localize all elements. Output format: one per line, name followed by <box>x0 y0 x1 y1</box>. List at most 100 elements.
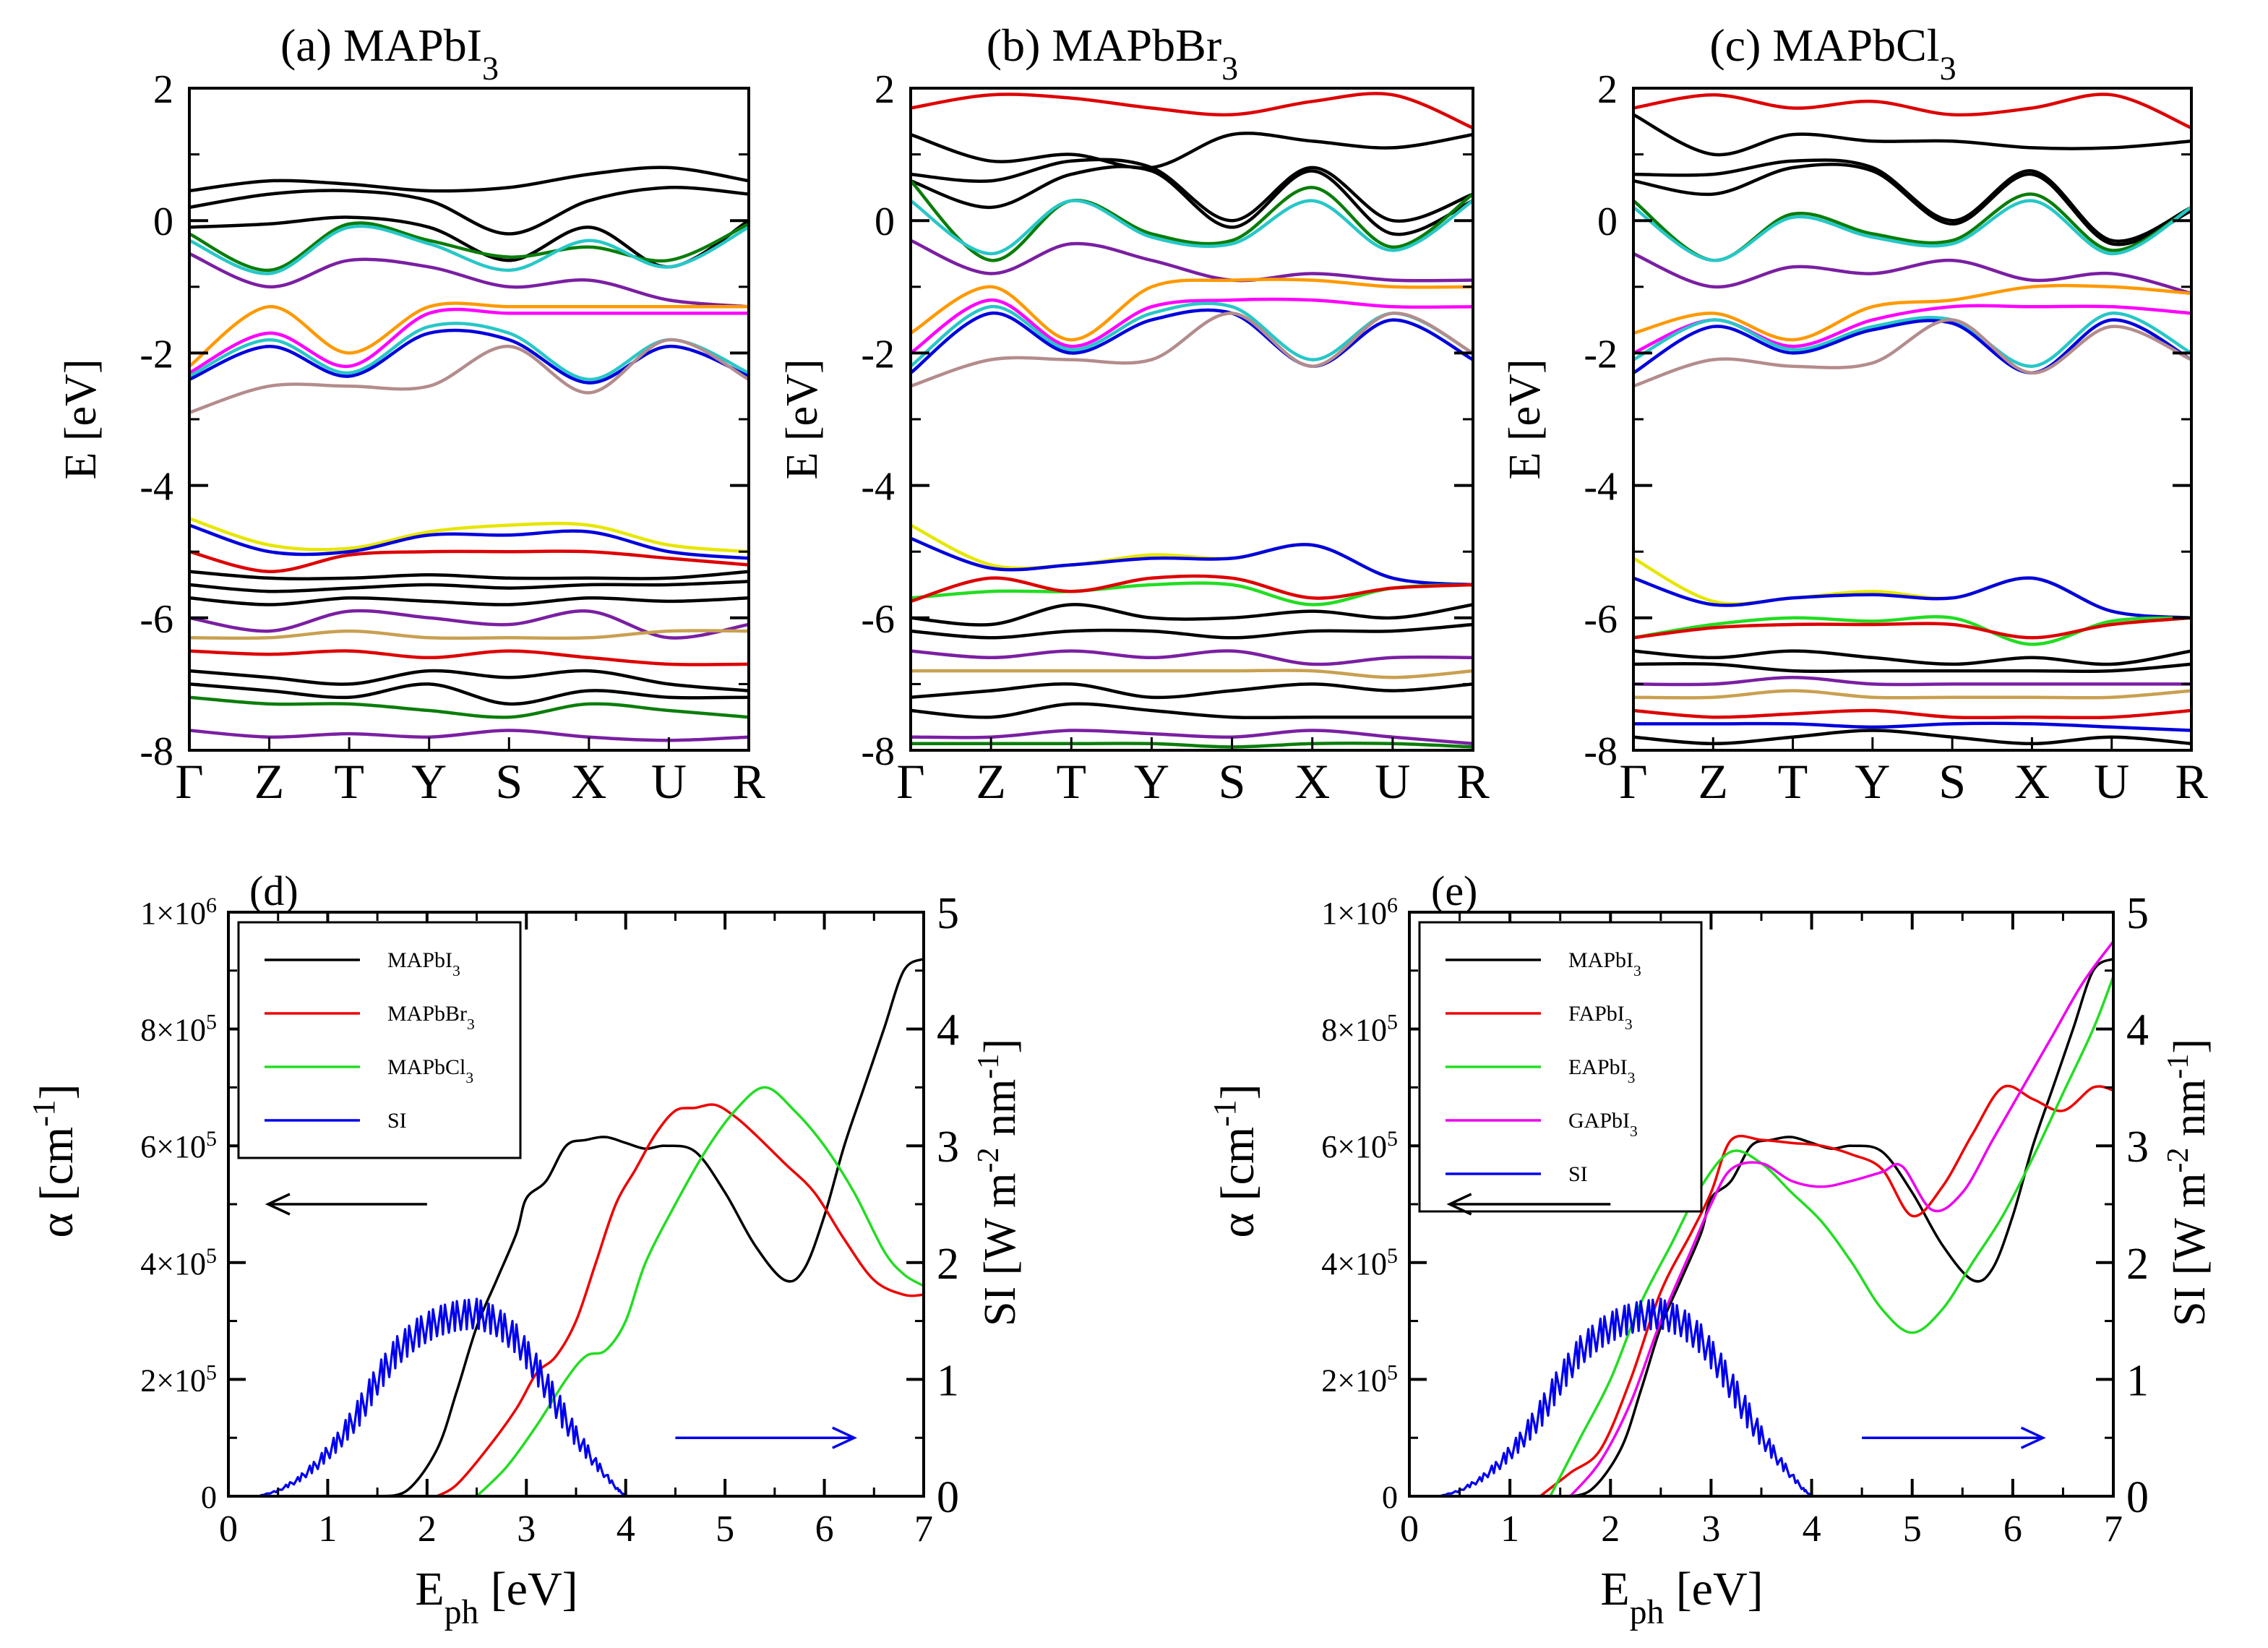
band-line-red-v2 <box>189 549 749 573</box>
legend-label-part: MAPbCl <box>387 1055 465 1079</box>
abs-ylabel-part: -1 <box>1206 1099 1242 1126</box>
band-line-green-c <box>189 221 749 272</box>
legend-label: EAPbI3 <box>1568 1055 1635 1086</box>
band-lines <box>1633 93 2191 746</box>
band-ytick-label: -2 <box>1584 332 1618 377</box>
band-ytick-label: 0 <box>1597 199 1618 244</box>
abs-ytick-label: 4×105 <box>140 1243 217 1282</box>
legend-label: MAPbI3 <box>387 948 460 979</box>
abs-xlabel-part: ph <box>444 1594 479 1631</box>
abs-y2label-part: ] <box>2165 1039 2215 1054</box>
abs-y2tick-label: 3 <box>2126 1123 2149 1172</box>
abs-ytick-label-part: 6 <box>1387 893 1398 917</box>
abs-ytick-label-part: 1×10 <box>1321 896 1387 931</box>
band-line-orange-v1 <box>189 301 749 368</box>
band-line-tan-v1 <box>189 338 749 414</box>
abs-xlabel-part: E <box>1600 1563 1629 1615</box>
abs-ytick-label-part: 4×10 <box>140 1246 206 1282</box>
abs-ytick-label: 8×105 <box>140 1010 217 1048</box>
abs-ylabel-part: α [cm <box>30 1127 83 1238</box>
band-ytick-label: -4 <box>1584 465 1618 510</box>
abs-y2tick-label: 3 <box>937 1123 959 1172</box>
band-line-blue-v2 <box>189 523 749 560</box>
abs-xtick-label: 7 <box>914 1508 933 1550</box>
abs-xlabel: Eph [eV] <box>1600 1563 1763 1631</box>
abs-xtick-label: 2 <box>418 1508 437 1550</box>
band-kpoint-label: Y <box>1855 754 1890 809</box>
band-line-black-c1 <box>1633 113 2191 157</box>
abs-ytick-label-part: 5 <box>1387 1360 1398 1384</box>
abs-xtick-label: 1 <box>1500 1508 1519 1550</box>
band-kpoint-label: S <box>495 754 523 809</box>
abs-y2label-part: nm <box>2165 1079 2215 1148</box>
legend-label-part: GAPbI <box>1568 1109 1630 1133</box>
band-line-red-v2 <box>1633 616 2191 640</box>
band-line-magenta-v1 <box>189 307 749 374</box>
band-line-black-c2 <box>1633 158 2191 243</box>
band-kpoint-label: R <box>2175 754 2208 809</box>
band-line-black-v2c <box>189 596 749 606</box>
abs-xlabel-part: [eV] <box>1664 1563 1763 1615</box>
abs-line-MAPbCl3 <box>476 1086 924 1496</box>
band-line-red-v2 <box>911 574 1473 604</box>
band-line-purple-c <box>911 239 1473 283</box>
band-ylabel: E [eV] <box>56 359 106 480</box>
band-line-tan-v2 <box>1633 689 2191 700</box>
abs-ytick-label-part: 5 <box>1387 1127 1398 1151</box>
absorption-panel-e: 0 1 2 3 4 5 6 702×1054×1056×1058×1051×106012345… <box>1206 867 2215 1631</box>
band-ytick-label: 2 <box>1597 67 1618 112</box>
abs-ylabel-part: ] <box>1211 1083 1264 1099</box>
abs-ytick-label-part: 8×10 <box>140 1013 206 1048</box>
band-ytick-label: -8 <box>1584 729 1618 774</box>
abs-y2label-part: -1 <box>971 1054 1005 1079</box>
band-kpoint-label: Y <box>411 754 447 809</box>
legend-label-part: 3 <box>1628 1069 1636 1086</box>
legend-label-part: 3 <box>467 1016 475 1033</box>
band-title-part: 3 <box>1940 50 1956 87</box>
legend-label: GAPbI3 <box>1568 1109 1638 1140</box>
band-kpoint-label: Γ <box>175 754 203 809</box>
abs-ytick-label: 6×105 <box>1321 1127 1398 1165</box>
legend-label-part: 3 <box>452 962 460 979</box>
band-line-black-v3a <box>911 682 1473 700</box>
band-title: (c) MAPbCl3 <box>1709 20 1956 87</box>
band-line-tan-v2 <box>189 629 749 640</box>
abs-y2label-part: nm <box>976 1079 1025 1148</box>
band-line-red-c0 <box>911 92 1473 130</box>
band-kpoint-label: Γ <box>896 754 924 809</box>
band-lines <box>911 92 1473 749</box>
abs-y2tick-label: 1 <box>2126 1356 2149 1405</box>
abs-ytick-label: 4×105 <box>1321 1243 1398 1282</box>
arrow-head <box>2020 1426 2046 1449</box>
abs-ytick-label-part: 8×10 <box>1321 1013 1387 1048</box>
abs-y2label-part: SI [W m <box>2165 1173 2215 1326</box>
band-line-red-c0 <box>1633 93 2191 130</box>
band-panel-c: 2 0 -2 -4 -6 -8Γ Z T Y S X U R E [eV] (c) MAPbCl3 <box>1500 20 2208 809</box>
band-line-purple-c <box>1633 252 2191 296</box>
band-ytick-label: 2 <box>153 67 173 112</box>
abs-ytick-label-part: 5 <box>206 1360 217 1384</box>
legend-label-part: MAPbI <box>1568 948 1633 972</box>
band-ylabel: E [eV] <box>1500 359 1550 480</box>
legend-label-part: EAPbI <box>1568 1055 1628 1079</box>
band-line-purple-v2 <box>911 649 1473 666</box>
abs-xtick-label: 3 <box>1701 1508 1720 1550</box>
band-ytick-label: -6 <box>139 597 173 642</box>
abs-line-SI <box>1439 1297 1813 1496</box>
band-line-cyan-c <box>1633 199 2191 262</box>
abs-ytick-label-part: 2×10 <box>140 1362 206 1398</box>
band-panel-a: 2 0 -2 -4 -6 -8Γ Z T Y S X U R E [eV] (a) MAPbI3 <box>56 20 765 809</box>
abs-y2label-part: SI [W m <box>976 1173 1025 1326</box>
band-title: (b) MAPbBr3 <box>987 20 1238 87</box>
band-line-red-v3 <box>189 649 749 666</box>
abs-ytick-label: 1×106 <box>140 893 217 932</box>
band-kpoint-label: S <box>1938 754 1966 809</box>
abs-ytick-label: 2×105 <box>140 1360 217 1399</box>
abs-ytick-label-part: 0 <box>1382 1480 1398 1515</box>
band-kpoint-label: U <box>651 754 687 809</box>
absorption-panel-d: 0 1 2 3 4 5 6 702×1054×1056×1058×1051×106012345… <box>25 867 1025 1631</box>
band-line-black-v2a <box>189 570 749 580</box>
band-kpoint-label: Y <box>1134 754 1169 809</box>
band-ytick-label: -4 <box>139 465 173 510</box>
band-line-black-c3 <box>911 165 1473 236</box>
